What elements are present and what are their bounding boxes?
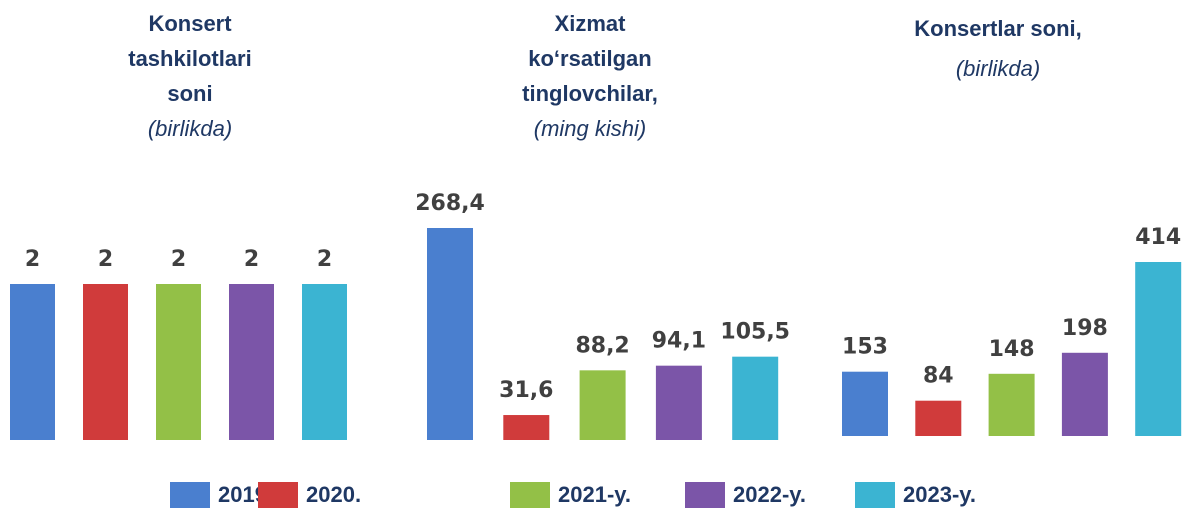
legend-label: 2020. [306,482,361,507]
chart-title: ko‘rsatilgan [528,46,651,71]
chart-title: soni [167,81,212,106]
bar [842,371,888,436]
data-label: 148 [989,337,1035,362]
legend-swatch [170,482,210,508]
legend-swatch [510,482,550,508]
bar [915,400,962,436]
bar [83,284,128,440]
data-label: 2 [171,247,186,272]
data-label: 105,5 [720,320,790,345]
data-label: 2 [25,247,40,272]
chart-subtitle: (birlikda) [956,56,1040,81]
data-label: 198 [1062,316,1108,341]
bar [302,284,347,440]
bar [10,284,55,440]
chart-subtitle: (birlikda) [148,116,232,141]
data-label: 94,1 [652,329,706,354]
bar [655,365,702,440]
chart-subtitle: (ming kishi) [534,116,646,141]
legend-label: 2023-y. [903,482,976,507]
chart-title: Konsertlar soni, [914,16,1081,41]
data-label: 88,2 [575,333,629,358]
chart-title: tinglovchilar, [522,81,658,106]
data-label: 2 [244,247,259,272]
bar [427,228,473,440]
bar [988,373,1035,436]
data-label: 31,6 [499,378,553,403]
data-label: 84 [923,364,954,389]
data-label: 268,4 [415,191,485,216]
bar [732,356,779,440]
legend-swatch [258,482,298,508]
bar [579,370,626,440]
data-label: 153 [842,335,888,360]
legend-label: 2022-y. [733,482,806,507]
bar [1135,262,1182,436]
bar [229,284,274,440]
data-label: 414 [1135,225,1181,250]
data-label: 2 [317,247,332,272]
chart-title: Konsert [148,11,232,36]
data-label: 2 [98,247,113,272]
chart-title: Xizmat [555,11,627,36]
bar [503,415,550,440]
bar [156,284,201,440]
chart-title: tashkilotlari [128,46,251,71]
legend-swatch [855,482,895,508]
bar [1061,352,1108,436]
legend-label: 2021-y. [558,482,631,507]
legend-swatch [685,482,725,508]
